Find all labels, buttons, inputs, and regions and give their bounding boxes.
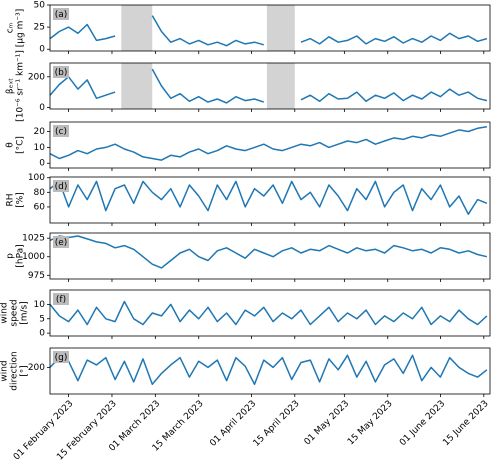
y-tick-label: 0	[39, 103, 45, 113]
y-tick-label: 1000	[22, 252, 45, 262]
y-axis-label: [m/s]	[20, 301, 30, 325]
panel-label: (f)	[56, 295, 66, 305]
y-tick-label: 5	[39, 314, 45, 324]
missing-data-span	[121, 5, 153, 51]
y-tick-label: 25	[34, 23, 45, 33]
plot-frame	[49, 62, 491, 110]
y-tick-label: 0	[39, 45, 45, 55]
y-tick-label: 200	[28, 363, 45, 373]
plot-frame	[49, 347, 491, 395]
x-tick-label: 01 June 2023	[398, 399, 447, 448]
y-tick-label: 1025	[22, 234, 45, 244]
y-axis-label: βₑₓₜ	[6, 78, 16, 94]
data-line	[49, 126, 488, 161]
panel-label-box	[53, 180, 69, 192]
y-tick-label: 80	[34, 188, 46, 198]
y-tick-label: 200	[28, 72, 45, 82]
data-line	[49, 68, 488, 104]
y-axis-label: [µg m⁻³]	[16, 9, 26, 47]
y-axis-label: [hPa]	[16, 244, 26, 267]
y-axis-label: [%]	[16, 192, 26, 208]
plot-frame	[49, 289, 491, 337]
x-tick-label: 01 May 2023	[303, 399, 352, 448]
panel-label-box	[53, 293, 69, 305]
data-line	[49, 300, 488, 326]
data-line	[49, 180, 488, 215]
y-axis-label: p	[6, 253, 16, 259]
y-tick-label: 60	[34, 202, 46, 212]
missing-data-span	[121, 63, 153, 109]
panel-label-box	[53, 236, 69, 248]
data-line	[49, 354, 488, 386]
panel-label: (a)	[55, 10, 68, 20]
y-tick-label: 10	[34, 143, 46, 153]
y-tick-label: 100	[28, 173, 45, 183]
x-tick-label: 15 June 2023	[441, 399, 490, 448]
panel-label-box	[53, 351, 69, 363]
y-axis-label: direction	[10, 351, 20, 390]
x-tick-label: 15 May 2023	[346, 399, 395, 448]
panel-label: (g)	[55, 353, 68, 363]
y-axis-label: [°]	[20, 365, 30, 377]
y-tick-label: 0	[39, 159, 45, 169]
y-tick-label: 10	[34, 300, 46, 310]
y-tick-label: 975	[28, 271, 45, 281]
x-tick-label: 15 April 2023	[252, 399, 302, 449]
y-axis-label: θ	[6, 142, 16, 148]
data-line	[49, 15, 488, 47]
plot-frame	[49, 121, 491, 169]
panel-label-box	[53, 66, 69, 78]
panel-label: (b)	[55, 68, 68, 78]
panel-label: (c)	[55, 127, 67, 137]
panel-label: (d)	[55, 182, 68, 192]
y-axis-label: wind	[0, 302, 10, 323]
y-axis-label: wind	[0, 360, 10, 381]
data-line	[49, 235, 488, 269]
y-tick-label: 0	[39, 329, 45, 339]
missing-data-span	[266, 5, 295, 51]
panel-label: (e)	[55, 238, 68, 248]
plot-frame	[49, 4, 491, 52]
missing-data-span	[266, 63, 295, 109]
panel-label-box	[53, 8, 69, 20]
y-tick-label: 50	[34, 1, 46, 11]
y-axis-label: cₘ	[6, 22, 16, 33]
y-axis-label: [°C]	[16, 136, 26, 154]
y-axis-label: [10⁻⁶ sr⁻¹ km⁻¹]	[16, 50, 26, 122]
y-tick-label: 20	[34, 127, 46, 137]
plot-frame	[49, 232, 491, 280]
y-axis-label: speed	[10, 299, 20, 326]
y-axis-label: RH	[6, 193, 16, 206]
panel-label-box	[53, 125, 69, 137]
plot-frame	[49, 176, 491, 224]
